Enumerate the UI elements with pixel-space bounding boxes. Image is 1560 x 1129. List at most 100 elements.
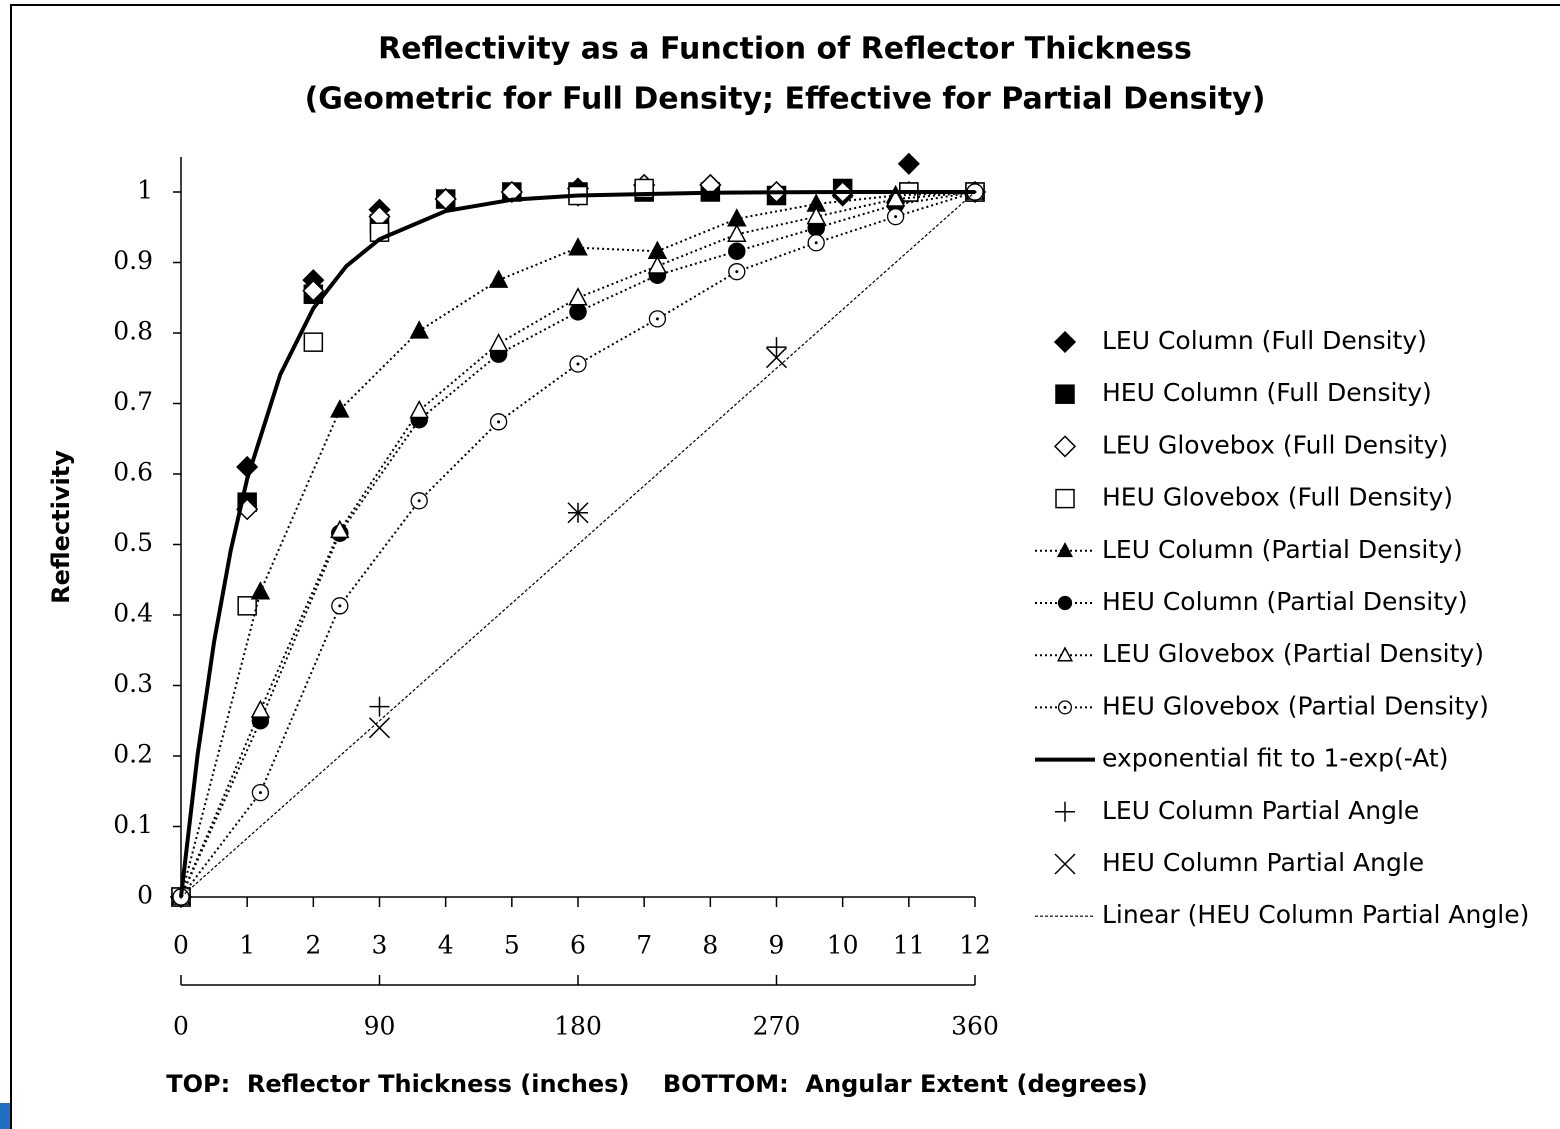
y-tick-label: 0.3	[113, 669, 153, 698]
y-tick-label: 0.5	[113, 528, 153, 557]
legend-label: HEU Column (Partial Density)	[1102, 587, 1468, 616]
y-tick-label: 0.6	[113, 458, 153, 487]
chart-subtitle: (Geometric for Full Density; Effective f…	[305, 82, 1266, 117]
marker	[489, 413, 508, 431]
marker-dot	[894, 215, 898, 219]
marker	[885, 188, 906, 207]
y-tick-label: 0.4	[113, 599, 153, 628]
legend-label: HEU Glovebox (Partial Density)	[1102, 691, 1489, 720]
y-tick-label: 0.9	[113, 246, 153, 275]
marker	[1055, 488, 1075, 509]
x-tick-label: 9	[769, 931, 785, 960]
x2-tick-label: 270	[753, 1012, 801, 1041]
marker	[886, 208, 905, 226]
marker	[765, 347, 788, 369]
marker	[568, 287, 588, 306]
marker-dot	[814, 241, 818, 245]
marker	[806, 206, 826, 225]
marker	[409, 320, 429, 339]
legend-label: HEU Column Partial Angle	[1102, 848, 1424, 877]
marker	[897, 152, 920, 175]
legend-label: HEU Glovebox (Full Density)	[1102, 483, 1453, 512]
y-tick-label: 0.2	[113, 740, 153, 769]
marker	[1055, 801, 1075, 822]
legend-label: LEU Glovebox (Full Density)	[1102, 430, 1448, 459]
marker	[569, 355, 587, 373]
x-tick-label: 1	[239, 931, 255, 960]
marker	[1053, 435, 1077, 458]
legend-label: LEU Column (Partial Density)	[1102, 535, 1463, 564]
y-tick-label: 1	[137, 176, 153, 205]
marker	[1053, 330, 1077, 354]
marker-dot	[497, 420, 501, 424]
marker-dot	[735, 270, 739, 274]
x-tick-label: 2	[305, 931, 321, 960]
x-tick-label: 0	[173, 931, 189, 960]
marker	[727, 223, 747, 243]
x-tick-label: 3	[372, 931, 388, 960]
marker	[567, 502, 589, 524]
x-tick-label: 11	[893, 931, 925, 960]
x-axis-title: TOP: Reflector Thickness (inches) BOTTOM…	[166, 1070, 1148, 1098]
marker	[369, 696, 390, 717]
x-tick-label: 12	[959, 931, 991, 960]
marker	[488, 332, 509, 352]
legend-label: Linear (HEU Column Partial Angle)	[1102, 900, 1529, 929]
x2-tick-label: 0	[173, 1012, 189, 1041]
marker	[648, 310, 667, 328]
marker	[409, 399, 429, 419]
marker	[807, 234, 825, 252]
marker	[500, 180, 523, 204]
legend-label: LEU Column Partial Angle	[1102, 796, 1419, 825]
marker	[303, 332, 324, 352]
marker	[1056, 542, 1074, 558]
marker-dot	[258, 791, 262, 795]
marker	[1057, 700, 1073, 715]
marker	[237, 596, 257, 616]
marker	[728, 242, 746, 260]
y-tick-label: 0.7	[113, 387, 153, 416]
corner-patch	[0, 1103, 10, 1129]
x2-tick-label: 360	[951, 1012, 999, 1041]
marker	[1055, 384, 1075, 404]
chart-border	[10, 4, 1560, 1129]
x2-tick-label: 180	[554, 1012, 602, 1041]
marker-dot	[338, 604, 342, 608]
marker	[488, 269, 509, 288]
marker	[1057, 595, 1073, 611]
y-axis-title: Reflectivity	[47, 450, 75, 604]
chart-title: Reflectivity as a Function of Reflector …	[378, 32, 1192, 67]
series-line	[179, 190, 975, 898]
marker	[568, 237, 588, 256]
x-tick-label: 10	[827, 931, 859, 960]
x-tick-label: 6	[570, 931, 586, 960]
legend-label: LEU Column (Full Density)	[1102, 326, 1427, 355]
marker	[1056, 646, 1074, 662]
marker-dot	[576, 362, 580, 366]
marker	[647, 255, 668, 274]
marker	[251, 784, 270, 802]
x-tick-label: 5	[504, 931, 520, 960]
marker	[1054, 853, 1076, 875]
marker	[728, 263, 746, 281]
marker	[410, 492, 428, 510]
marker-dot	[655, 317, 659, 321]
x-tick-label: 4	[438, 931, 454, 960]
marker	[569, 303, 587, 321]
marker	[330, 399, 350, 418]
legend-label: exponential fit to 1-exp(-At)	[1102, 744, 1448, 773]
y-tick-label: 0.1	[113, 810, 153, 839]
series-line	[180, 191, 976, 898]
legend-label: LEU Glovebox (Partial Density)	[1102, 639, 1484, 668]
marker	[766, 337, 787, 358]
y-tick-label: 0.8	[113, 317, 153, 346]
y-tick-label: 0	[137, 881, 153, 910]
x-tick-label: 7	[636, 931, 652, 960]
marker	[302, 279, 325, 302]
marker	[330, 519, 350, 539]
marker-dot	[417, 499, 421, 503]
marker	[331, 597, 349, 615]
marker	[250, 581, 271, 600]
x2-tick-label: 90	[364, 1012, 396, 1041]
